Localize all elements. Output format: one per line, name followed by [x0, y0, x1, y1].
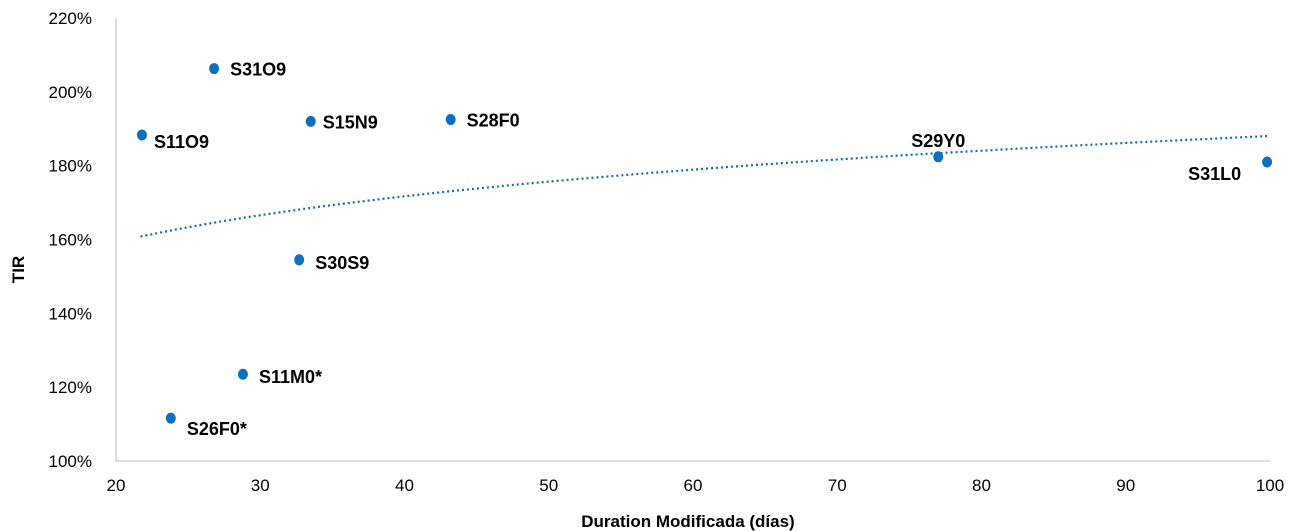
data-label: S26F0* — [187, 419, 247, 439]
data-label: S29Y0 — [911, 131, 965, 151]
y-tick-label: 140% — [49, 304, 92, 323]
data-point — [1262, 156, 1273, 168]
data-point — [165, 412, 176, 424]
data-label: S31L0 — [1188, 164, 1241, 184]
y-tick-label: 180% — [49, 157, 92, 176]
data-point — [209, 63, 220, 75]
data-point — [294, 254, 305, 266]
y-axis-title: TIR — [9, 256, 28, 283]
x-tick-label: 70 — [828, 476, 847, 495]
x-tick-label: 30 — [251, 476, 270, 495]
y-tick-labels: 100% 120% 140% 160% 180% 200% 220% — [49, 9, 92, 471]
data-point — [237, 368, 248, 380]
x-tick-label: 60 — [684, 476, 703, 495]
data-label: S30S9 — [315, 253, 369, 273]
data-point — [305, 115, 316, 127]
x-axis-title: Duration Modificada (días) — [581, 512, 794, 531]
x-tick-label: 50 — [539, 476, 558, 495]
data-label: S11M0* — [259, 367, 322, 387]
y-tick-label: 160% — [49, 231, 92, 250]
x-tick-label: 90 — [1116, 476, 1135, 495]
data-points — [136, 63, 1273, 424]
data-label: S31O9 — [230, 60, 286, 80]
data-label: S11O9 — [154, 132, 209, 152]
data-labels: S31O9 S11O9 S15N9 S28F0 S29Y0 S31L0 S30S9 S11M0… — [154, 60, 1241, 440]
y-tick-label: 220% — [49, 9, 92, 28]
data-label: S15N9 — [323, 112, 378, 132]
data-point — [136, 129, 147, 141]
x-tick-label: 40 — [395, 476, 414, 495]
x-tick-labels: 20 30 40 50 60 70 80 90 100 — [107, 476, 1285, 495]
trendline — [140, 135, 1268, 238]
y-tick-label: 200% — [49, 83, 92, 102]
axes — [115, 18, 1270, 462]
x-tick-label: 80 — [972, 476, 991, 495]
data-point — [933, 151, 944, 163]
y-tick-label: 100% — [49, 452, 92, 471]
x-tick-label: 100 — [1256, 476, 1284, 495]
x-tick-label: 20 — [107, 476, 126, 495]
data-label: S28F0 — [467, 111, 520, 131]
data-point — [445, 114, 456, 126]
y-tick-label: 120% — [49, 378, 92, 397]
